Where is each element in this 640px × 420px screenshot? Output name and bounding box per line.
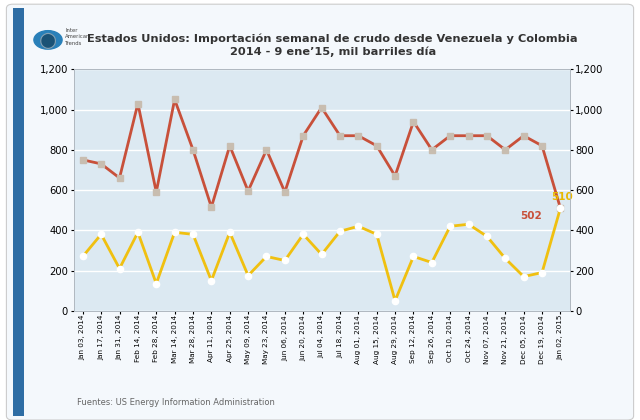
Colombia xyxy=(97,232,105,237)
Text: ○: ○ xyxy=(39,30,57,50)
Venezuela xyxy=(79,158,86,163)
Venezuela xyxy=(483,133,491,138)
Colombia xyxy=(189,232,197,237)
Venezuela xyxy=(373,143,381,148)
Colombia xyxy=(116,266,124,271)
FancyBboxPatch shape xyxy=(6,4,634,420)
Venezuela xyxy=(557,206,564,211)
Venezuela xyxy=(538,143,546,148)
Circle shape xyxy=(34,31,62,49)
Text: Estados Unidos: Importación semanal de crudo desde Venezuela y Colombia: Estados Unidos: Importación semanal de c… xyxy=(88,33,578,44)
Colombia xyxy=(244,273,252,278)
Colombia xyxy=(226,230,234,235)
Venezuela xyxy=(281,189,289,194)
Text: Fuentes: US Energy Information Administration: Fuentes: US Energy Information Administr… xyxy=(77,398,275,407)
Colombia xyxy=(207,278,215,283)
Colombia xyxy=(318,252,326,257)
Colombia xyxy=(134,230,141,235)
Venezuela xyxy=(207,205,215,210)
Colombia xyxy=(373,232,381,237)
Colombia xyxy=(446,224,454,229)
Venezuela xyxy=(502,147,509,152)
Colombia xyxy=(262,254,270,259)
Venezuela xyxy=(134,101,141,106)
Venezuela xyxy=(428,147,436,152)
Colombia xyxy=(538,270,546,275)
Venezuela xyxy=(520,133,527,138)
Colombia xyxy=(410,254,417,259)
Venezuela xyxy=(318,105,326,110)
Colombia xyxy=(465,222,472,227)
Colombia xyxy=(391,298,399,303)
Venezuela xyxy=(226,143,234,148)
Colombia xyxy=(152,281,160,286)
Colombia xyxy=(171,230,179,235)
Colombia xyxy=(355,224,362,229)
Venezuela xyxy=(446,133,454,138)
Venezuela xyxy=(116,176,124,181)
Venezuela xyxy=(410,119,417,124)
Venezuela xyxy=(244,189,252,194)
Line: Colombia: Colombia xyxy=(79,205,564,304)
Venezuela xyxy=(189,147,197,152)
Colombia xyxy=(428,260,436,265)
Venezuela xyxy=(152,189,160,194)
Bar xyxy=(13,8,24,416)
Text: ●: ● xyxy=(39,30,57,50)
Venezuela xyxy=(465,133,472,138)
Colombia xyxy=(281,258,289,263)
Venezuela xyxy=(262,147,270,152)
Line: Venezuela: Venezuela xyxy=(79,96,564,211)
Text: Inter
American
Trends: Inter American Trends xyxy=(65,28,91,46)
Colombia xyxy=(79,254,86,259)
Colombia xyxy=(502,256,509,261)
Venezuela xyxy=(171,97,179,102)
Text: 2014 - 9 ene’15, mil barriles día: 2014 - 9 ene’15, mil barriles día xyxy=(230,46,436,57)
Colombia xyxy=(483,234,491,239)
Colombia xyxy=(300,232,307,237)
Venezuela xyxy=(97,161,105,166)
Colombia xyxy=(336,229,344,234)
Venezuela xyxy=(391,173,399,178)
Colombia xyxy=(557,206,564,211)
Text: 510: 510 xyxy=(551,192,573,202)
Venezuela xyxy=(336,133,344,138)
Venezuela xyxy=(300,133,307,138)
Venezuela xyxy=(355,133,362,138)
Colombia xyxy=(520,274,527,279)
Text: 502: 502 xyxy=(520,211,541,221)
